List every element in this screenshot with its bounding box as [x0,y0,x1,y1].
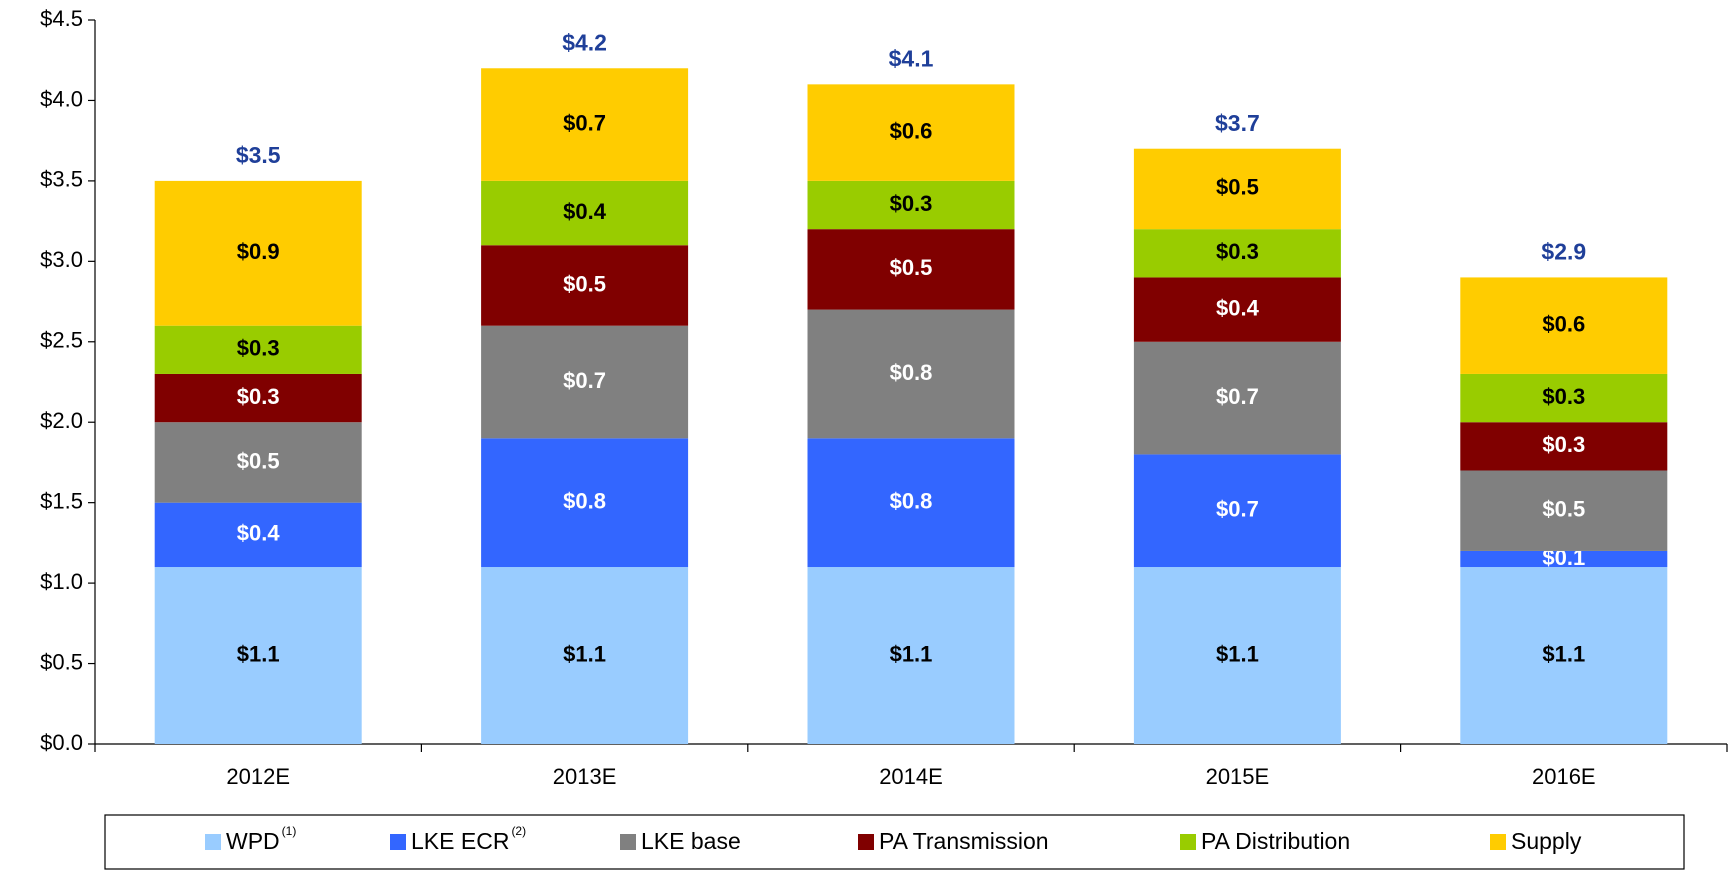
segment-label: $0.8 [890,488,933,513]
bar-segment [807,84,1015,181]
x-tick-label: 2014E [879,764,943,789]
bar-segment [1133,148,1341,230]
bar-segment [154,373,362,423]
segment-label: $0.3 [1542,432,1585,457]
bar-segment [1460,422,1668,471]
y-tick-label: $3.0 [40,247,83,272]
legend-swatch [205,834,221,850]
segment-label: $0.3 [890,191,933,216]
bar-segment [1460,373,1668,423]
bar-segment [154,567,362,744]
legend-box [104,814,1685,870]
bar-segment [481,438,689,568]
y-tick-label: $0.5 [40,649,83,674]
segment-label: $0.4 [1216,295,1260,320]
y-tick-label: $3.5 [40,167,83,192]
segment-label: $0.3 [237,336,280,361]
legend-swatch [390,834,406,850]
bar-segment [154,422,362,503]
segment-label: $0.6 [1542,312,1585,337]
bar-segment [1133,341,1341,455]
legend-swatch [620,834,636,850]
bar-segment [154,502,362,568]
bar-segment [154,180,362,326]
bar-segment [481,567,689,744]
x-tick-label: 2016E [1532,764,1596,789]
y-tick-label: $4.5 [40,6,83,31]
legend-swatch [858,834,874,850]
segment-label: $1.1 [1216,641,1259,666]
y-tick-label: $0.0 [40,730,83,755]
legend-label: Supply [1511,828,1582,854]
segment-label: $1.1 [890,641,933,666]
segment-label: $0.3 [1542,384,1585,409]
segment-label: $0.8 [890,360,933,385]
bar-segment [1460,567,1668,744]
legend-label: PA Distribution [1201,828,1350,854]
bar-segment [1133,567,1341,744]
bar-segment [807,180,1015,230]
segment-label: $0.7 [563,110,606,135]
bar-segment [1133,277,1341,342]
segment-label: $0.3 [237,384,280,409]
x-tick-label: 2012E [226,764,290,789]
segment-label: $1.1 [563,641,606,666]
segment-label: $1.1 [1542,641,1585,666]
total-label: $3.7 [1215,110,1260,136]
segment-label: $0.5 [890,255,933,280]
segment-label: $0.4 [237,521,281,546]
segment-label: $0.9 [237,239,280,264]
x-tick-label: 2015E [1206,764,1270,789]
total-label: $4.1 [889,45,934,71]
y-tick-label: $1.5 [40,488,83,513]
segment-label: $0.7 [563,368,606,393]
legend-label: LKE base [641,828,741,854]
segment-label: $0.7 [1216,497,1259,522]
segment-label: $0.4 [563,199,607,224]
segment-label: $0.5 [563,271,606,296]
segment-label: $0.8 [563,488,606,513]
bar-segment [1133,454,1341,568]
legend-label: LKE ECR [411,828,509,854]
x-tick-label: 2013E [553,764,617,789]
segment-label: $0.7 [1216,384,1259,409]
bar-segment [807,309,1015,439]
segment-label: $0.5 [1542,497,1585,522]
legend-swatch [1490,834,1506,850]
legend-note: (2) [511,824,526,838]
bar-segment [807,567,1015,744]
bar-segment [481,180,689,246]
bar-segment [1460,277,1668,374]
bar-segment [481,68,689,181]
y-tick-label: $1.0 [40,569,83,594]
bar-segment [481,325,689,439]
segment-label: $0.5 [237,448,280,473]
bar-segment [154,325,362,374]
segment-label: $0.3 [1216,239,1259,264]
y-tick-label: $2.0 [40,408,83,433]
y-tick-label: $2.5 [40,328,83,353]
segment-label: $1.1 [237,641,280,666]
total-label: $2.9 [1541,239,1586,265]
bar-segment [807,438,1015,568]
segment-label: $0.5 [1216,175,1259,200]
segment-label: $0.6 [890,118,933,143]
legend-label: PA Transmission [879,828,1049,854]
legend-label: WPD [226,828,280,854]
bar-segment [1460,550,1668,568]
total-label: $3.5 [236,142,281,168]
bar-segment [481,245,689,326]
bar-segment [807,229,1015,310]
total-label: $4.2 [562,29,607,55]
legend-note: (1) [282,824,297,838]
y-tick-label: $4.0 [40,86,83,111]
legend-swatch [1180,834,1196,850]
bar-segment [1460,470,1668,551]
bar-segment [1133,229,1341,278]
